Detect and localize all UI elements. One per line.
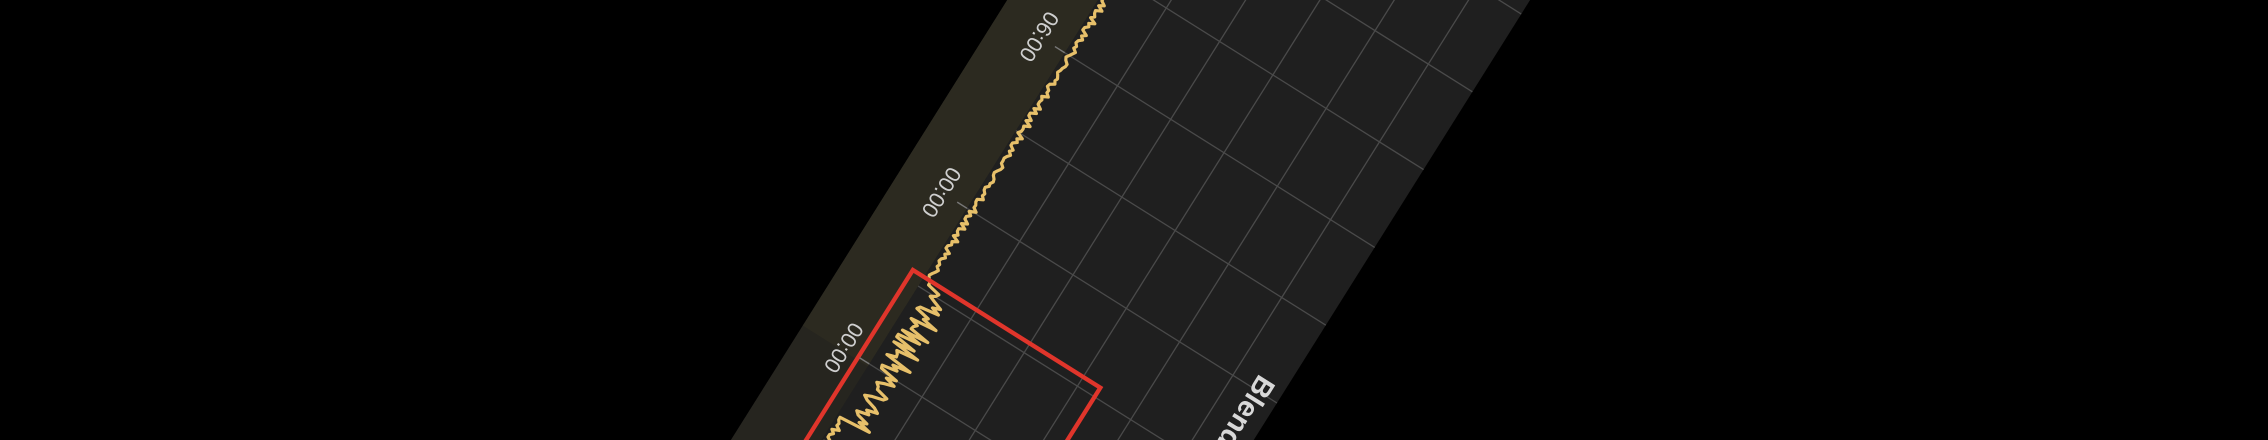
grid-line — [868, 363, 1180, 440]
grid-line — [917, 285, 1229, 440]
highlight-strip — [802, 0, 1284, 367]
tick-mark — [956, 201, 968, 209]
grid-line — [966, 207, 1278, 404]
signal-line — [670, 0, 1152, 440]
grid-line — [1015, 129, 1327, 326]
grid-line — [1113, 0, 1424, 171]
plot-area — [556, 0, 1548, 440]
grid-line — [1064, 52, 1376, 248]
tick-mark — [1054, 45, 1066, 54]
grid-line — [726, 0, 1344, 440]
grid — [673, 0, 1522, 440]
highlight-box — [699, 266, 1104, 440]
tick-mark — [859, 357, 870, 365]
grid-line — [673, 0, 1291, 440]
grid-line — [886, 0, 1504, 440]
grid-line — [780, 0, 1397, 440]
grid-line — [833, 0, 1451, 440]
grid-line — [1162, 0, 1473, 93]
